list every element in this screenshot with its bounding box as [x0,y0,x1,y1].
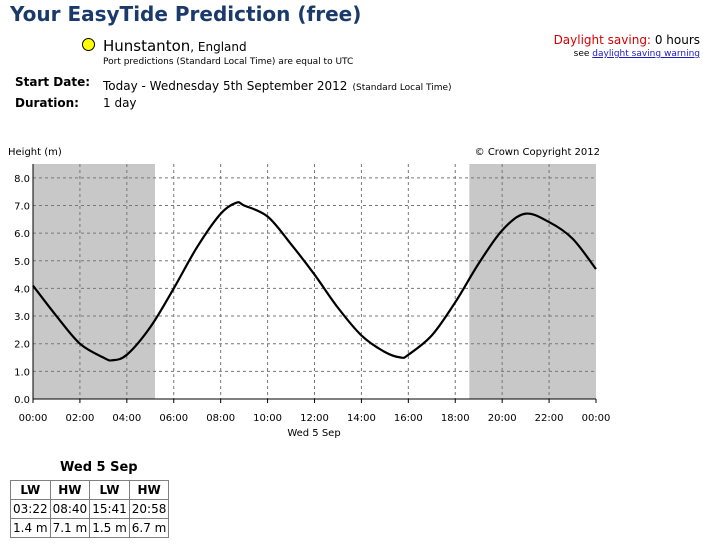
see-text: see [573,49,590,59]
table-cell-height: 7.1 m [49,518,91,538]
table-header: HW [49,480,91,500]
table-header-row: LW HW LW HW [10,480,170,500]
page-title: Your EasyTide Prediction (free) [10,2,362,26]
chart-grid [33,164,596,399]
table-header: LW [89,480,130,500]
daylight-saving-value: 0 hours [654,33,700,47]
start-date-label: Start Date: [15,75,91,89]
duration-label: Duration: [15,96,79,110]
table-cell-time: 03:22 [10,499,51,519]
country-name-sep: , [190,40,198,54]
x-date-label: Wed 5 Sep [287,428,340,439]
x-tick-label: 06:00 [159,413,188,424]
x-tick-label: 18:00 [441,413,470,424]
table-cell-height: 6.7 m [128,518,170,538]
y-tick-label: 3.0 [14,312,30,323]
x-tick-label: 14:00 [347,413,376,424]
tide-height-line [32,201,597,362]
table-cell-time: 20:58 [128,499,170,519]
night-shading [33,164,596,399]
x-tick-label: 00:00 [19,413,48,424]
x-tick-label: 16:00 [394,413,423,424]
y-tick-label: 0.0 [14,395,30,406]
table-cell-time: 15:41 [89,499,130,519]
x-tick-label: 08:00 [206,413,235,424]
y-tick-label: 1.0 [14,367,30,378]
table-cell-time: 08:40 [49,499,91,519]
daylight-saving-label: Daylight saving: [553,33,651,47]
port-name: Hunstanton, England [103,37,247,55]
port-name-text: Hunstanton [103,37,191,55]
start-date: Today - Wednesday 5th September 2012 (St… [103,75,452,94]
tide-chart: 00:00 02:00 04:00 06:00 08:00 10:00 12:00 14:00… [8,147,610,439]
table-cell-height: 1.5 m [89,518,130,538]
port-marker-icon [82,38,95,51]
y-tick-label: 2.0 [14,340,30,351]
y-tick-label: 4.0 [14,284,30,295]
copyright-text: © Crown Copyright 2012 [475,147,600,158]
duration-value: 1 day [103,96,137,110]
table-header: LW [10,480,51,500]
x-tick-label: 10:00 [253,413,282,424]
port-note: Port predictions (Standard Local Time) a… [103,57,354,67]
tide-table: LW HW LW HW 03:22 08:40 15:41 20:58 1.4 … [10,480,170,538]
x-tick-label: 04:00 [112,413,141,424]
x-tick-label: 12:00 [300,413,329,424]
daylight-saving: Daylight saving: 0 hours [554,33,700,47]
night-band [33,164,155,399]
table-date: Wed 5 Sep [60,460,138,475]
y-tick-label: 7.0 [14,201,30,212]
table-cell-height: 1.4 m [10,518,51,538]
y-axis-label: Height (m) [8,147,62,158]
table-row-times: 03:22 08:40 15:41 20:58 [10,499,170,519]
x-tick-label: 20:00 [488,413,517,424]
x-tick-label: 22:00 [535,413,564,424]
table-row-heights: 1.4 m 7.1 m 1.5 m 6.7 m [10,518,170,538]
tide-series [32,201,597,362]
start-date-note: (Standard Local Time) [352,83,452,93]
start-date-value: Today - Wednesday 5th September 2012 [103,79,348,93]
table-header: HW [128,480,170,500]
x-tick-label: 00:00 [582,413,611,424]
daylight-warning-line: see daylight saving warning [574,49,700,59]
country-name: England [197,40,247,54]
daylight-warning-link[interactable]: daylight saving warning [592,49,700,59]
chart-tick-labels: 00:00 02:00 04:00 06:00 08:00 10:00 12:00 14:00… [14,174,610,424]
x-tick-label: 02:00 [66,413,95,424]
y-tick-label: 6.0 [14,229,30,240]
y-tick-label: 8.0 [14,174,30,185]
y-tick-label: 5.0 [14,257,30,268]
night-band [469,164,596,399]
